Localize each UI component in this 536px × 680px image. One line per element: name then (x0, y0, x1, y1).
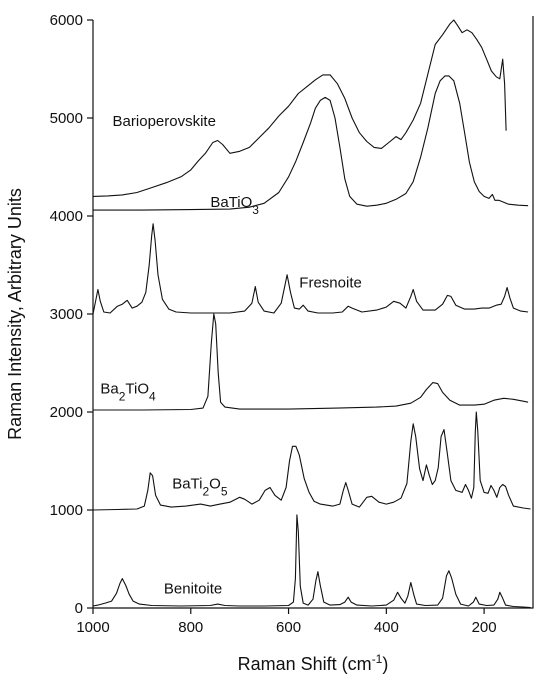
x-axis-title-main: Raman Shift (cm (238, 654, 372, 674)
series-line-bati2o5 (92, 411, 531, 511)
series-line-ba2tio4 (93, 313, 529, 411)
series-line-barioperovskite (92, 19, 507, 197)
x-axis-title-tail: ) (382, 654, 388, 674)
series-label-layer: Barioperovskite BaTiO3 Fresnoite Ba2TiO4 BaT… (100, 113, 362, 597)
y-tick-label: 5000 (50, 110, 83, 127)
y-tick-label: 6000 (50, 12, 83, 29)
x-tick-label: 400 (374, 619, 399, 636)
x-tick-label: 200 (472, 619, 497, 636)
x-tick-label: 800 (178, 619, 203, 636)
series-layer (92, 19, 531, 609)
series-label-fresnoite: Fresnoite (299, 275, 362, 292)
series-label-bati2o5: BaTi2O5 (172, 475, 228, 498)
x-axis-title-superscript: -1 (372, 652, 383, 666)
series-label-benitoite: Benitoite (164, 580, 222, 597)
series-line-benitoite (92, 514, 531, 609)
x-axis-title: Raman Shift (cm-1) (238, 652, 389, 674)
y-tick-label: 4000 (50, 208, 83, 225)
series-label-batio3: BaTiO3 (210, 194, 259, 217)
series-label-ba2tio4: Ba2TiO4 (100, 380, 156, 403)
y-axis-title: Raman Intensity, Arbitrary Units (5, 188, 25, 440)
y-tick-label: 3000 (50, 306, 83, 323)
series-line-fresnoite (92, 223, 529, 315)
series-line-batio3 (93, 75, 529, 211)
y-tick-label: 1000 (50, 502, 83, 519)
x-tick-label: 1000 (76, 619, 109, 636)
x-axis-ticks: 1000 800 600 400 200 (76, 608, 497, 636)
y-tick-label: 2000 (50, 404, 83, 421)
y-axis-ticks: 0 1000 2000 3000 4000 5000 6000 (50, 12, 93, 617)
series-label-barioperovskite: Barioperovskite (113, 113, 216, 130)
x-tick-label: 600 (276, 619, 301, 636)
y-tick-label: 0 (75, 600, 83, 617)
